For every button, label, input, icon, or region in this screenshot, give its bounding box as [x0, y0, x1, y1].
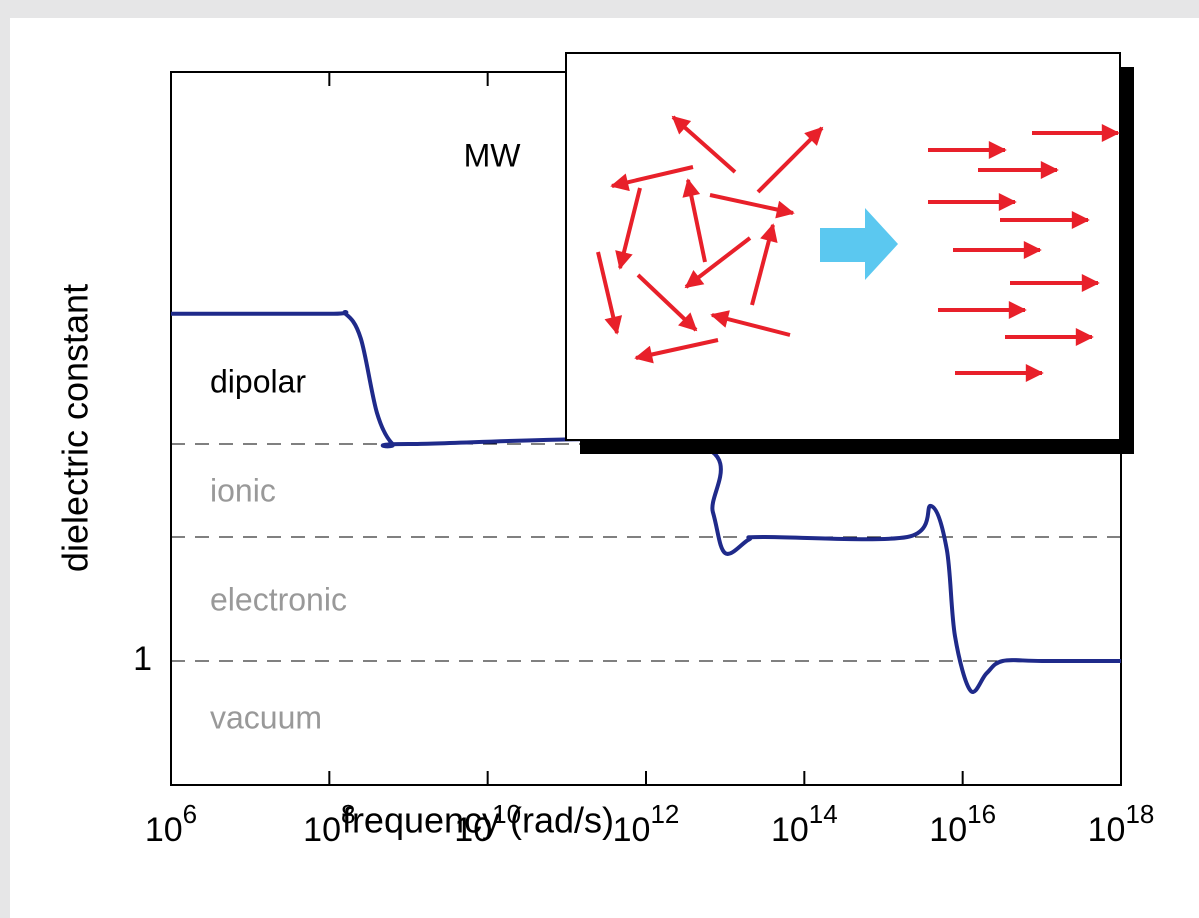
annotation: vacuum [210, 699, 322, 735]
y-axis-title: dielectric constant [55, 284, 96, 572]
arrow [684, 236, 752, 289]
arrow [709, 193, 795, 219]
x-tick-label: 106 [145, 799, 197, 849]
arrow [671, 115, 737, 174]
tick-exponent: 16 [967, 799, 996, 829]
tick-base: 10 [303, 811, 341, 849]
tick-exponent: 18 [1125, 799, 1154, 829]
annotation: electronic [210, 581, 347, 617]
y-tick-label: 1 [133, 640, 152, 678]
arrow [636, 273, 698, 332]
transition-arrow [820, 208, 898, 280]
annotation: ionic [210, 472, 276, 508]
x-tick-label: 1010 [454, 799, 521, 849]
curve [171, 309, 1121, 694]
arrow [750, 223, 778, 306]
tick-base: 10 [929, 811, 967, 849]
tick-exponent: 6 [183, 799, 197, 829]
plot-layer: 106 108 1010 1012 1014 1016 10181MWdipolarioni… [133, 72, 1154, 849]
annotation: MW [464, 137, 522, 173]
x-axis-title: frequency (rad/s) [342, 800, 614, 841]
x-tick-label: 1018 [1088, 799, 1155, 849]
random-dipoles [596, 115, 824, 364]
arrow [682, 178, 707, 263]
tick-exponent: 14 [809, 799, 838, 829]
arrow [634, 338, 719, 364]
annotation: dipolar [210, 363, 306, 399]
tick-base: 10 [145, 811, 183, 849]
arrow [710, 310, 791, 337]
tick-exponent: 10 [492, 799, 521, 829]
arrow [596, 251, 623, 335]
arrow [610, 165, 694, 192]
tick-base: 10 [1088, 811, 1126, 849]
arrow [756, 126, 824, 194]
x-tick-label: 1014 [771, 799, 838, 849]
tick-base: 10 [613, 811, 651, 849]
tick-base: 10 [771, 811, 809, 849]
arrow [615, 187, 642, 270]
tick-exponent: 12 [650, 799, 679, 829]
x-tick-label: 1012 [613, 799, 680, 849]
tick-exponent: 8 [341, 799, 355, 829]
x-tick-label: 1016 [929, 799, 996, 849]
inset [565, 52, 1134, 454]
x-tick-label: 108 [303, 799, 355, 849]
tick-base: 10 [454, 811, 492, 849]
aligned-dipoles [928, 124, 1120, 382]
